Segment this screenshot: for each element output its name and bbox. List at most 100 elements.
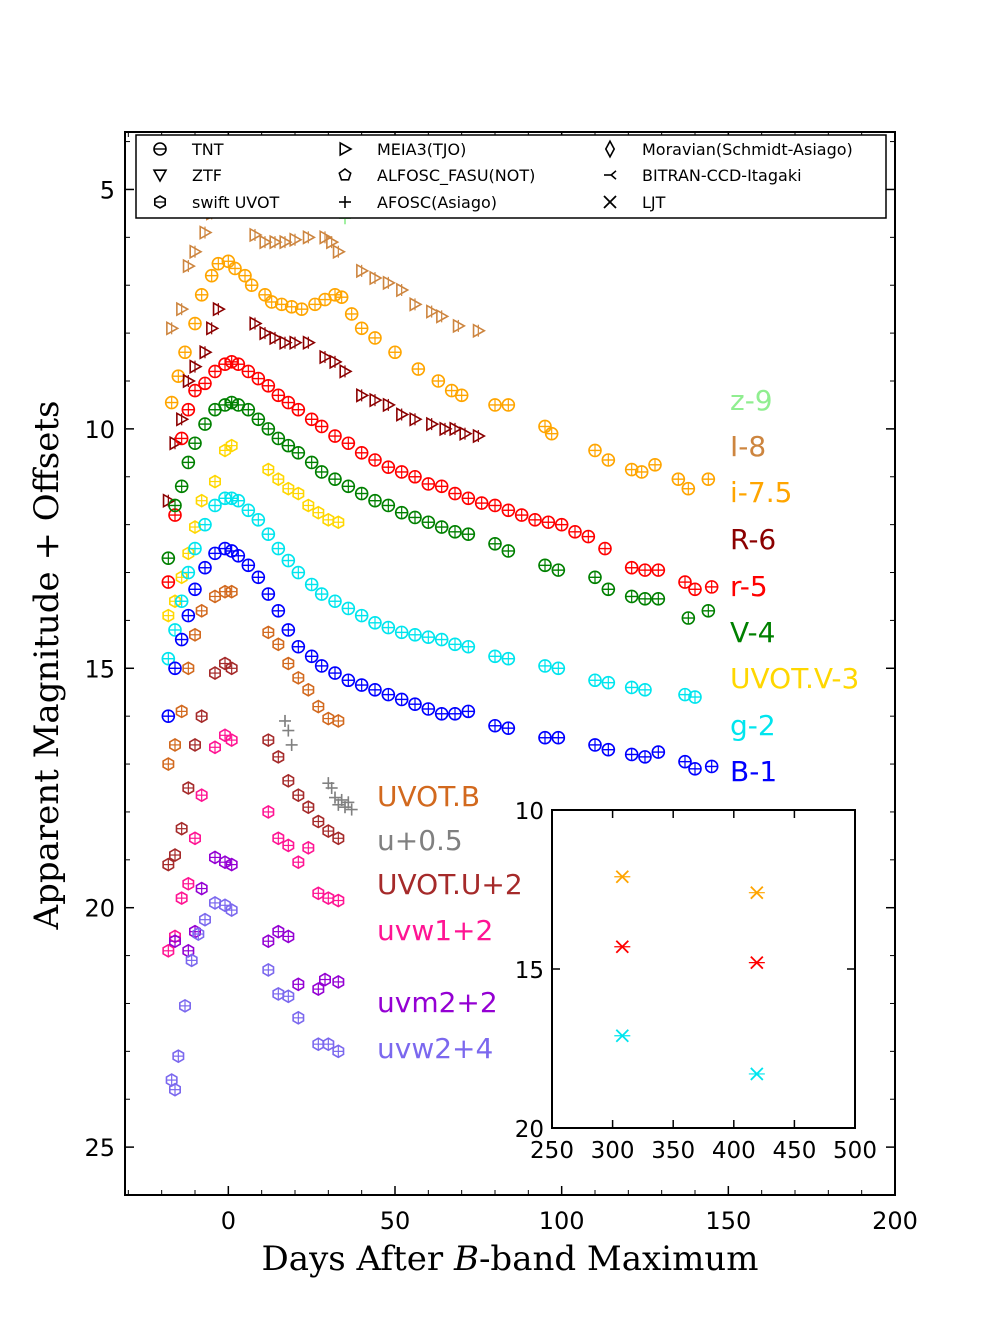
data-point	[281, 553, 296, 568]
data-point	[681, 481, 696, 496]
data-point	[161, 551, 176, 565]
legend-item: AFOSC(Asiago)	[339, 193, 497, 212]
data-point	[332, 1044, 345, 1059]
data-point	[538, 659, 552, 673]
legend-item: TNT	[153, 140, 224, 159]
data-point	[312, 814, 325, 829]
data-point	[701, 604, 716, 618]
data-point	[178, 345, 192, 360]
data-point	[231, 493, 246, 508]
series-uvw1+2	[162, 728, 345, 958]
inset-data-point	[615, 940, 629, 954]
data-point	[341, 479, 356, 494]
inset-data-point	[615, 1029, 629, 1043]
x-tick-label: 150	[705, 1207, 751, 1235]
data-point	[394, 505, 409, 520]
data-point	[218, 541, 232, 556]
data-point	[651, 563, 666, 577]
data-point	[581, 529, 596, 544]
legend-marker-diamond	[604, 139, 616, 159]
band-label-2: i-7.5	[730, 476, 792, 509]
data-point	[312, 982, 325, 997]
data-point	[259, 234, 273, 250]
data-point	[185, 953, 198, 968]
data-point	[638, 563, 652, 577]
data-point	[454, 388, 469, 403]
data-point	[448, 637, 462, 652]
inset-background	[552, 810, 855, 1128]
data-point	[381, 620, 396, 635]
data-point	[285, 738, 298, 751]
data-point	[426, 304, 440, 319]
data-point	[449, 421, 463, 437]
legend-marker-triangle-right	[339, 141, 353, 157]
data-point	[166, 320, 180, 336]
data-point	[172, 1049, 185, 1064]
data-point	[292, 788, 305, 803]
data-point	[261, 527, 276, 542]
data-point	[182, 258, 196, 274]
data-point	[426, 416, 440, 432]
data-point	[601, 742, 616, 757]
data-point	[501, 503, 516, 518]
data-point	[251, 412, 266, 427]
data-point	[312, 886, 325, 901]
data-point	[396, 407, 410, 422]
band-label-13: uvm2+2	[377, 986, 498, 1019]
data-point	[488, 498, 502, 513]
data-point	[224, 491, 239, 506]
data-point	[282, 724, 295, 737]
inset-x-tick-label: 350	[651, 1138, 695, 1164]
data-point	[169, 848, 181, 862]
data-point	[326, 234, 340, 250]
legend-marker-triangle-down	[152, 169, 168, 183]
data-point	[459, 426, 473, 442]
data-point	[302, 229, 316, 245]
data-point	[421, 630, 436, 644]
data-point	[182, 661, 195, 676]
data-point	[282, 656, 295, 671]
data-point	[408, 627, 422, 642]
band-label-6: UVOT.V-3	[730, 662, 859, 695]
data-point	[339, 364, 353, 379]
data-point	[195, 881, 208, 896]
inset-x-tick-label: 300	[591, 1138, 635, 1164]
data-point	[501, 544, 516, 558]
data-point	[188, 383, 202, 398]
y-axis-label: Apparent Magnitude + Offsets	[27, 401, 67, 931]
data-point	[354, 678, 369, 692]
data-point	[448, 525, 462, 539]
data-point	[188, 436, 202, 451]
data-point	[204, 268, 219, 283]
data-point	[181, 565, 196, 580]
legend-item: BITRAN-CCD-Itagaki	[604, 166, 802, 185]
data-point	[251, 570, 266, 585]
data-point	[314, 587, 329, 601]
data-point	[704, 580, 719, 594]
data-point	[322, 711, 335, 726]
data-point	[436, 308, 450, 324]
data-point	[651, 592, 666, 606]
band-label-11: UVOT.U+2	[377, 868, 523, 901]
main-axes: 0 50 100 150 200 5 10 15 20 25	[84, 132, 918, 1235]
data-point	[162, 757, 175, 771]
data-point	[409, 411, 423, 427]
data-point	[334, 290, 349, 304]
data-point	[291, 446, 306, 460]
data-point	[638, 592, 652, 606]
data-point	[181, 455, 196, 470]
data-point	[261, 422, 276, 436]
data-point	[168, 498, 182, 513]
data-point	[624, 589, 639, 604]
data-point	[198, 517, 212, 532]
data-point	[208, 364, 222, 379]
data-point	[322, 1037, 335, 1052]
data-point	[225, 438, 238, 453]
data-point	[394, 692, 409, 707]
data-point	[488, 649, 502, 664]
data-point	[648, 457, 662, 472]
legend-marker-hexagon	[154, 195, 166, 209]
data-point	[174, 479, 189, 494]
data-point	[195, 603, 208, 618]
